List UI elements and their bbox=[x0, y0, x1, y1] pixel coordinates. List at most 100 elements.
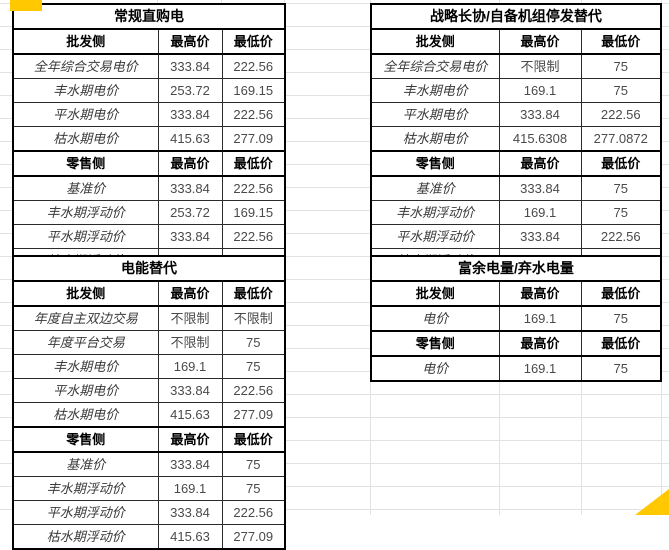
max-price-value: 不限制 bbox=[498, 53, 582, 79]
row-label: 枯水期浮动价 bbox=[12, 524, 159, 550]
min-price-value: 222.56 bbox=[580, 224, 662, 249]
table-row: 基准价 333.84 222.56 bbox=[12, 175, 286, 201]
row-label: 全年综合交易电价 bbox=[12, 53, 159, 79]
table-row: 电价 169.1 75 bbox=[370, 355, 662, 382]
min-price-value: 222.56 bbox=[221, 53, 286, 79]
table-row: 丰水期浮动价 253.72 169.15 bbox=[12, 200, 286, 225]
min-price-value: 277.09 bbox=[221, 524, 286, 550]
min-price-value: 277.0872 bbox=[580, 126, 662, 152]
table-row: 基准价 333.84 75 bbox=[370, 175, 662, 201]
section-header-row: 批发侧 最高价 最低价 bbox=[370, 28, 662, 55]
section-header-label: 零售侧 bbox=[12, 426, 159, 453]
row-label: 丰水期浮动价 bbox=[12, 200, 159, 225]
table-block-substitution: 电能替代 批发侧 最高价 最低价 年度自主双边交易 不限制 不限制 年度平台交易 不限制 75 丰水… bbox=[12, 255, 286, 550]
column-header: 最高价 bbox=[498, 280, 582, 307]
table-row: 平水期浮动价 333.84 222.56 bbox=[12, 500, 286, 525]
price-table-strategic: 战略长协/自备机组停发替代 批发侧 最高价 最低价 全年综合交易电价 不限制 75 丰水期电价… bbox=[370, 3, 662, 274]
max-price-value: 333.84 bbox=[157, 500, 223, 525]
section-header-label: 批发侧 bbox=[12, 280, 159, 307]
row-label: 年度自主双边交易 bbox=[12, 305, 159, 331]
column-header: 最高价 bbox=[157, 426, 223, 453]
table-block-conventional: 常规直购电 批发侧 最高价 最低价 全年综合交易电价 333.84 222.56 丰水期电价 2… bbox=[12, 3, 286, 274]
max-price-value: 不限制 bbox=[157, 330, 223, 355]
section-header-label: 零售侧 bbox=[370, 330, 500, 357]
row-label: 丰水期电价 bbox=[370, 78, 500, 103]
max-price-value: 333.84 bbox=[498, 102, 582, 127]
min-price-value: 75 bbox=[580, 305, 662, 332]
row-label: 基准价 bbox=[12, 451, 159, 477]
max-price-value: 169.1 bbox=[157, 476, 223, 501]
min-price-value: 277.09 bbox=[221, 402, 286, 428]
table-row: 丰水期浮动价 169.1 75 bbox=[12, 476, 286, 501]
row-label: 基准价 bbox=[12, 175, 159, 201]
corner-marker-top-left bbox=[10, 0, 42, 11]
section-header-label: 批发侧 bbox=[12, 28, 159, 55]
column-header: 最高价 bbox=[157, 28, 223, 55]
section-header-label: 零售侧 bbox=[370, 150, 500, 177]
section-header-row: 批发侧 最高价 最低价 bbox=[370, 280, 662, 307]
max-price-value: 169.1 bbox=[157, 354, 223, 379]
table-row: 平水期浮动价 333.84 222.56 bbox=[12, 224, 286, 249]
section-header-label: 零售侧 bbox=[12, 150, 159, 177]
min-price-value: 169.15 bbox=[221, 200, 286, 225]
max-price-value: 333.84 bbox=[157, 175, 223, 201]
table-row: 丰水期电价 169.1 75 bbox=[12, 354, 286, 379]
column-header: 最高价 bbox=[498, 330, 582, 357]
table-title-row: 常规直购电 bbox=[12, 3, 286, 30]
row-label: 年度平台交易 bbox=[12, 330, 159, 355]
max-price-value: 415.6308 bbox=[498, 126, 582, 152]
max-price-value: 333.84 bbox=[498, 224, 582, 249]
row-label: 平水期电价 bbox=[12, 378, 159, 403]
table-row: 全年综合交易电价 不限制 75 bbox=[370, 53, 662, 79]
row-label: 基准价 bbox=[370, 175, 500, 201]
table-title-row: 电能替代 bbox=[12, 255, 286, 282]
min-price-value: 75 bbox=[580, 53, 662, 79]
column-header: 最低价 bbox=[221, 280, 286, 307]
max-price-value: 415.63 bbox=[157, 524, 223, 550]
max-price-value: 169.1 bbox=[498, 305, 582, 332]
min-price-value: 277.09 bbox=[221, 126, 286, 152]
max-price-value: 333.84 bbox=[157, 378, 223, 403]
table-row: 枯水期电价 415.63 277.09 bbox=[12, 126, 286, 152]
row-label: 平水期浮动价 bbox=[12, 500, 159, 525]
row-label: 平水期电价 bbox=[370, 102, 500, 127]
min-price-value: 75 bbox=[580, 355, 662, 382]
max-price-value: 169.1 bbox=[498, 78, 582, 103]
row-label: 丰水期浮动价 bbox=[12, 476, 159, 501]
min-price-value: 222.56 bbox=[221, 500, 286, 525]
column-header: 最低价 bbox=[221, 150, 286, 177]
table-title-row: 战略长协/自备机组停发替代 bbox=[370, 3, 662, 30]
table-title: 富余电量/弃水电量 bbox=[370, 255, 662, 282]
table-row: 平水期电价 333.84 222.56 bbox=[12, 102, 286, 127]
price-table-conventional: 常规直购电 批发侧 最高价 最低价 全年综合交易电价 333.84 222.56 丰水期电价 2… bbox=[12, 3, 286, 274]
min-price-value: 222.56 bbox=[221, 378, 286, 403]
table-title: 战略长协/自备机组停发替代 bbox=[370, 3, 662, 30]
table-row: 电价 169.1 75 bbox=[370, 305, 662, 332]
section-header-row: 批发侧 最高价 最低价 bbox=[12, 280, 286, 307]
row-label: 平水期浮动价 bbox=[12, 224, 159, 249]
section-header-row: 批发侧 最高价 最低价 bbox=[12, 28, 286, 55]
max-price-value: 333.84 bbox=[157, 224, 223, 249]
max-price-value: 169.1 bbox=[498, 355, 582, 382]
section-header-row: 零售侧 最高价 最低价 bbox=[12, 426, 286, 453]
table-row: 枯水期电价 415.63 277.09 bbox=[12, 402, 286, 428]
section-header-row: 零售侧 最高价 最低价 bbox=[370, 150, 662, 177]
min-price-value: 222.56 bbox=[221, 224, 286, 249]
row-label: 电价 bbox=[370, 355, 500, 382]
price-table-surplus: 富余电量/弃水电量 批发侧 最高价 最低价 电价 169.1 75 零售侧 最高价 最低价 电价 16… bbox=[370, 255, 662, 382]
row-label: 丰水期电价 bbox=[12, 354, 159, 379]
row-label: 枯水期电价 bbox=[370, 126, 500, 152]
max-price-value: 333.84 bbox=[157, 53, 223, 79]
column-header: 最高价 bbox=[498, 28, 582, 55]
column-header: 最低价 bbox=[580, 280, 662, 307]
max-price-value: 不限制 bbox=[157, 305, 223, 331]
min-price-value: 75 bbox=[580, 78, 662, 103]
max-price-value: 169.1 bbox=[498, 200, 582, 225]
table-row: 丰水期浮动价 169.1 75 bbox=[370, 200, 662, 225]
table-row: 平水期电价 333.84 222.56 bbox=[370, 102, 662, 127]
min-price-value: 75 bbox=[580, 200, 662, 225]
column-header: 最高价 bbox=[498, 150, 582, 177]
section-header-label: 批发侧 bbox=[370, 28, 500, 55]
table-row: 平水期电价 333.84 222.56 bbox=[12, 378, 286, 403]
min-price-value: 75 bbox=[221, 451, 286, 477]
